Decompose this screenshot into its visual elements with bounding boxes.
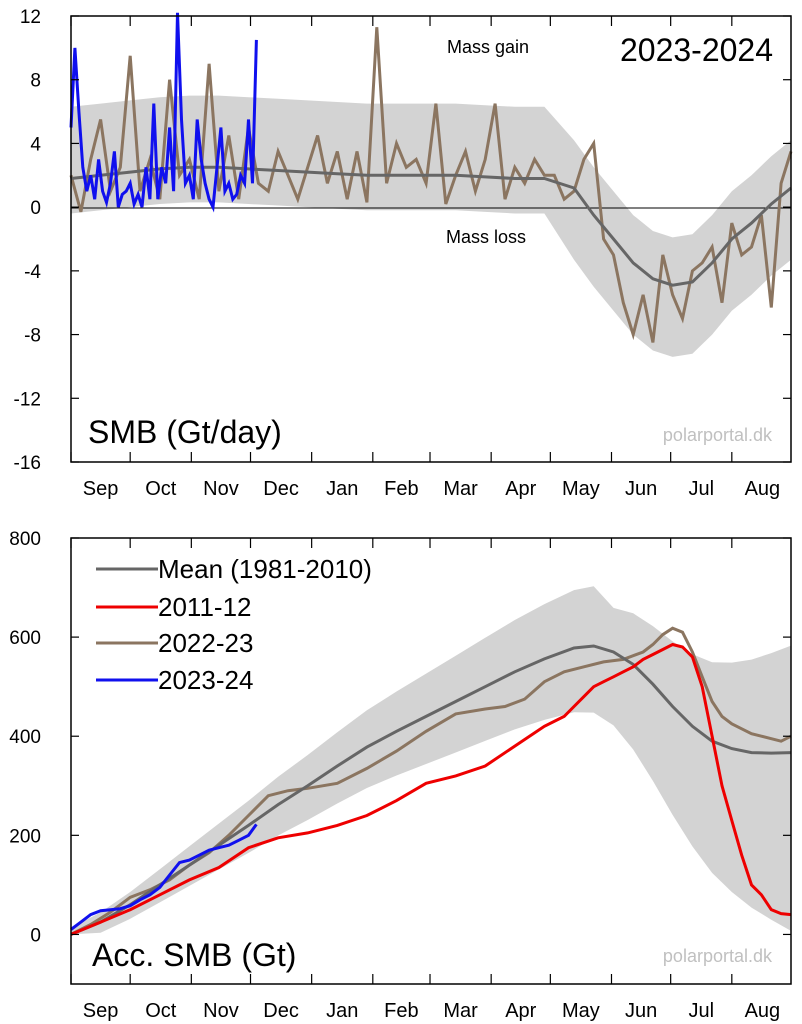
- x-tick-label: Apr: [505, 1000, 536, 1022]
- y-tick-label: 0: [30, 198, 41, 219]
- x-tick-label: Mar: [443, 1000, 478, 1022]
- x-tick-label: May: [562, 478, 600, 500]
- x-tick-label: Jul: [688, 1000, 714, 1022]
- x-tick-label: Feb: [384, 1000, 418, 1022]
- season-label: 2023-2024: [620, 32, 773, 68]
- x-tick-label: Feb: [384, 478, 418, 500]
- x-tick-label: Aug: [745, 1000, 781, 1022]
- y-tick-label: 4: [30, 134, 41, 155]
- mass-loss-annotation: Mass loss: [446, 227, 526, 247]
- x-tick-label: Sep: [83, 1000, 119, 1022]
- x-tick-label: Dec: [263, 478, 299, 500]
- acc-plot-frame: [70, 537, 792, 985]
- y-tick-label: -4: [24, 262, 41, 283]
- x-tick-label: Jun: [625, 478, 657, 500]
- daily-plot-frame: [70, 15, 792, 463]
- acc-panel-title: Acc. SMB (Gt): [92, 937, 296, 973]
- legend-label-2011-12: 2011-12: [158, 592, 252, 622]
- acc-x-axis: Sep Oct Nov Dec Jan Feb Mar Apr May Jun Jul Aug: [70, 538, 781, 1022]
- y-tick-label: 800: [9, 529, 41, 550]
- legend-label-2022-23: 2022-23: [158, 628, 253, 658]
- x-tick-label: Jul: [688, 478, 714, 500]
- x-tick-label: Nov: [203, 478, 239, 500]
- daily-y-axis: -16 -12 -8 -4 0 4 8 12: [14, 7, 791, 474]
- daily-x-axis: Sep Oct Nov Dec Jan Feb Mar Apr May Jun Jul Aug: [70, 16, 781, 500]
- y-tick-label: -12: [14, 389, 41, 410]
- y-tick-label: 8: [30, 71, 41, 92]
- x-tick-label: May: [562, 1000, 600, 1022]
- x-tick-label: Aug: [745, 478, 781, 500]
- x-tick-label: Oct: [145, 478, 177, 500]
- x-tick-label: Sep: [83, 478, 119, 500]
- x-tick-label: Jun: [625, 1000, 657, 1022]
- y-tick-label: 12: [20, 7, 41, 28]
- acc-line-2023-24: [70, 823, 258, 931]
- y-tick-label: 400: [9, 727, 41, 748]
- x-tick-label: Dec: [263, 1000, 299, 1022]
- acc-line-2011-12: [70, 642, 792, 936]
- daily-watermark: polarportal.dk: [663, 425, 773, 445]
- y-tick-label: 200: [9, 826, 41, 847]
- mass-gain-annotation: Mass gain: [447, 37, 529, 57]
- y-tick-label: -16: [14, 453, 41, 474]
- legend: Mean (1981-2010) 2011-12 2022-23 2023-24: [96, 554, 372, 695]
- x-tick-label: Oct: [145, 1000, 177, 1022]
- y-tick-label: -8: [24, 326, 41, 347]
- daily-smb-panel: -16 -12 -8 -4 0 4 8 12 Sep Oct Nov Dec Jan Feb Mar Apr…: [14, 7, 793, 500]
- legend-label-mean: Mean (1981-2010): [158, 554, 372, 584]
- series-line-2023-24: [69, 12, 258, 213]
- accumulated-smb-panel: 0 200 400 600 800 Sep Oct Nov Dec Jan Feb Mar Apr Ma…: [9, 529, 792, 1022]
- y-tick-label: 600: [9, 628, 41, 649]
- x-tick-label: Jan: [326, 1000, 358, 1022]
- x-tick-label: Nov: [203, 1000, 239, 1022]
- acc-watermark: polarportal.dk: [663, 946, 773, 966]
- daily-panel-title: SMB (Gt/day): [88, 414, 282, 450]
- x-tick-label: Mar: [443, 478, 478, 500]
- legend-label-2023-24: 2023-24: [158, 665, 253, 695]
- acc-y-axis: 0 200 400 600 800: [9, 529, 791, 946]
- series-line-mean: [70, 165, 792, 287]
- x-tick-label: Apr: [505, 478, 536, 500]
- y-tick-label: 0: [30, 925, 41, 946]
- x-tick-label: Jan: [326, 478, 358, 500]
